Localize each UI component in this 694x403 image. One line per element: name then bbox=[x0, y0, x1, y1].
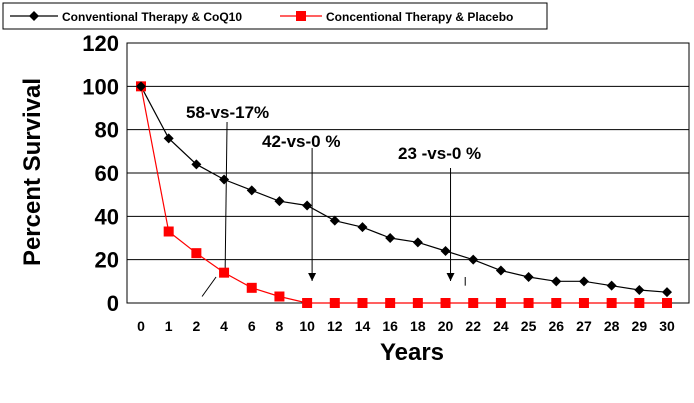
annotation-label: 42-vs-0 % bbox=[262, 132, 340, 151]
legend-marker-diamond-icon bbox=[29, 11, 39, 21]
x-tick-label: 30 bbox=[659, 318, 675, 334]
data-point-diamond bbox=[578, 276, 589, 287]
data-point-square bbox=[662, 298, 673, 308]
y-tick-label: 100 bbox=[82, 74, 119, 99]
data-point-square bbox=[219, 267, 230, 278]
data-point-square bbox=[495, 298, 506, 308]
annotation-labels: 58-vs-17% 42-vs-0 % 23 -vs-0 % bbox=[186, 103, 481, 163]
data-point-diamond bbox=[302, 200, 313, 211]
legend-marker-square-icon bbox=[296, 11, 306, 21]
data-point-square bbox=[523, 298, 534, 308]
legend-label-placebo: Concentional Therapy & Placebo bbox=[326, 10, 513, 24]
data-point-square bbox=[440, 298, 451, 308]
data-point-diamond bbox=[385, 233, 396, 243]
legend-label-coq10: Conventional Therapy & CoQ10 bbox=[62, 10, 242, 24]
x-tick-label: 14 bbox=[355, 318, 371, 334]
arrowhead-icon bbox=[308, 273, 317, 281]
data-point-diamond bbox=[246, 185, 257, 196]
x-tick-label: 20 bbox=[438, 318, 454, 334]
data-point-square bbox=[468, 298, 479, 308]
x-tick-label: 12 bbox=[327, 318, 343, 334]
data-point-diamond bbox=[495, 265, 506, 276]
data-point-diamond bbox=[136, 81, 146, 92]
x-tick-label: 10 bbox=[299, 318, 315, 334]
data-point-square bbox=[246, 282, 257, 293]
x-tick-label: 22 bbox=[465, 318, 481, 334]
legend-box bbox=[2, 2, 548, 30]
y-tick-label: 40 bbox=[95, 204, 119, 229]
x-tick-label: 8 bbox=[276, 318, 284, 334]
x-tick-label: 26 bbox=[548, 318, 564, 334]
legend-item-coq10: Conventional Therapy & CoQ10 bbox=[10, 10, 242, 24]
data-point-square bbox=[302, 298, 313, 308]
y-tick-label: 80 bbox=[95, 118, 119, 143]
data-point-diamond bbox=[440, 246, 451, 256]
y-tick-label: 60 bbox=[95, 161, 119, 186]
annotation-label: 23 -vs-0 % bbox=[398, 144, 481, 163]
x-tick-labels: 0 1 2 4 6 8 10 12 14 16 18 20 22 24 25 26 27 28 29 30 bbox=[137, 318, 675, 334]
x-tick-label: 16 bbox=[382, 318, 398, 334]
annotation-arrows bbox=[201, 121, 466, 297]
y-tick-label: 120 bbox=[82, 31, 119, 56]
x-tick-label: 18 bbox=[410, 318, 426, 334]
legend: Conventional Therapy & CoQ10 Concentiona… bbox=[2, 2, 548, 30]
annotation-arrow-tail bbox=[201, 276, 217, 297]
x-tick-label: 28 bbox=[604, 318, 620, 334]
y-tick-labels: 0 20 40 60 80 100 120 bbox=[82, 31, 119, 316]
x-axis-title: Years bbox=[380, 339, 444, 366]
data-point-square bbox=[163, 226, 174, 237]
data-point-square bbox=[357, 298, 368, 308]
data-point-square bbox=[412, 298, 423, 308]
x-tick-label: 29 bbox=[632, 318, 648, 334]
data-point-square bbox=[385, 298, 396, 308]
legend-item-placebo: Concentional Therapy & Placebo bbox=[280, 10, 513, 24]
data-point-square bbox=[191, 248, 202, 259]
x-tick-label: 27 bbox=[576, 318, 592, 334]
annotation-label: 58-vs-17% bbox=[186, 103, 269, 122]
data-point-diamond bbox=[523, 272, 534, 282]
data-point-square bbox=[551, 298, 562, 308]
data-point-square bbox=[634, 298, 645, 308]
data-point-square bbox=[606, 298, 617, 308]
data-point-diamond bbox=[634, 285, 645, 295]
data-point-square bbox=[329, 298, 340, 308]
series-markers bbox=[136, 81, 673, 308]
data-point-diamond bbox=[662, 287, 673, 298]
x-tick-label: 4 bbox=[220, 318, 228, 334]
data-point-diamond bbox=[191, 159, 202, 170]
data-point-diamond bbox=[412, 237, 423, 248]
data-point-diamond bbox=[357, 222, 368, 233]
data-point-diamond bbox=[551, 276, 562, 287]
y-tick-label: 0 bbox=[107, 291, 119, 316]
x-tick-label: 2 bbox=[192, 318, 200, 334]
data-point-square bbox=[578, 298, 589, 308]
data-point-diamond bbox=[274, 196, 285, 207]
data-point-diamond bbox=[468, 254, 479, 265]
y-tick-label: 20 bbox=[95, 248, 119, 273]
x-tick-label: 24 bbox=[493, 318, 509, 334]
x-tick-label: 6 bbox=[248, 318, 256, 334]
x-tick-label: 25 bbox=[521, 318, 537, 334]
x-tick-label: 1 bbox=[165, 318, 173, 334]
annotation-arrow-line bbox=[224, 121, 228, 278]
data-point-diamond bbox=[163, 133, 174, 144]
data-point-diamond bbox=[606, 280, 617, 291]
data-point-diamond bbox=[329, 215, 340, 226]
gridlines bbox=[127, 85, 689, 261]
y-axis-title: Percent Survival bbox=[19, 78, 46, 266]
data-point-square bbox=[274, 291, 285, 302]
data-point-diamond bbox=[219, 174, 230, 185]
arrowhead-icon bbox=[446, 273, 455, 281]
x-tick-label: 0 bbox=[137, 318, 145, 334]
